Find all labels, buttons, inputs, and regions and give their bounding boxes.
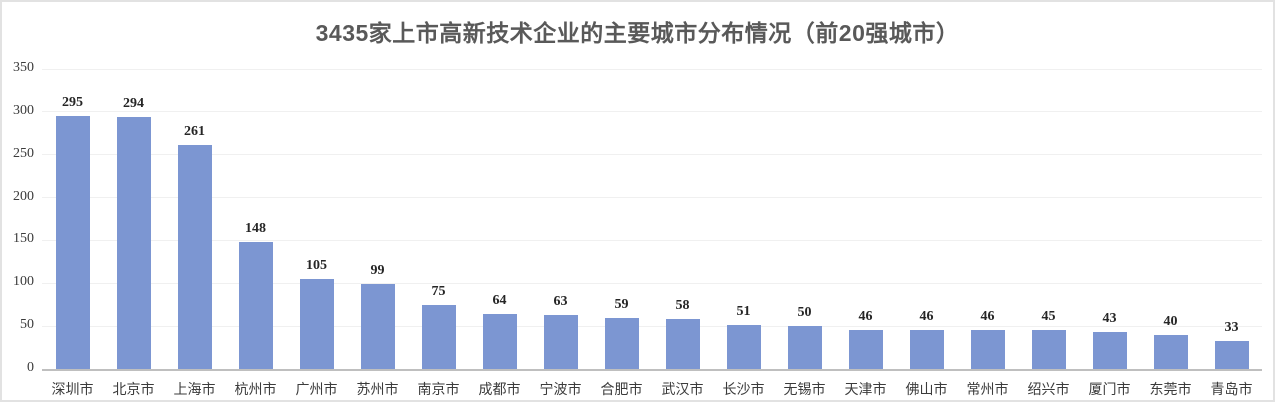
data-label: 46 xyxy=(919,309,934,324)
data-label: 295 xyxy=(62,95,83,110)
plot-area: 295 深圳市 294 北京市 261 上海市 148 杭州市 105 广州市 99 苏州市 75 南京市… xyxy=(42,68,1262,398)
y-axis-tick-label: 200 xyxy=(13,188,34,204)
bar-成都市 xyxy=(482,314,517,369)
x-axis-category-label: 合肥市 xyxy=(600,383,643,398)
data-label: 261 xyxy=(184,124,205,139)
bar-宁波市 xyxy=(543,315,578,369)
bar-苏州市 xyxy=(360,284,395,369)
gridline xyxy=(42,197,1262,199)
gridline xyxy=(42,282,1262,284)
gridline xyxy=(42,239,1262,241)
y-axis-tick-label: 250 xyxy=(13,145,34,161)
bar-武汉市 xyxy=(665,319,700,369)
data-label: 105 xyxy=(306,258,327,273)
data-label: 59 xyxy=(614,297,629,312)
data-label: 64 xyxy=(492,293,507,308)
bar-青岛市 xyxy=(1214,341,1249,369)
bar-绍兴市 xyxy=(1031,330,1066,369)
gridline xyxy=(42,154,1262,156)
y-axis-tick-label: 150 xyxy=(13,231,34,247)
data-label: 75 xyxy=(431,284,446,299)
x-axis-category-label: 上海市 xyxy=(173,383,216,398)
x-axis-category-label: 杭州市 xyxy=(234,383,277,398)
x-axis-category-label: 苏州市 xyxy=(356,383,399,398)
y-axis-tick-label: 100 xyxy=(13,274,34,290)
y-axis-tick-label: 350 xyxy=(13,60,34,75)
bar-常州市 xyxy=(970,330,1005,369)
data-label: 40 xyxy=(1163,314,1178,329)
chart-title: 3435家上市高新技术企业的主要城市分布情况（前20强城市） xyxy=(315,20,960,46)
x-axis-category-label: 无锡市 xyxy=(783,383,826,398)
data-label: 43 xyxy=(1102,311,1117,326)
x-axis-category-label: 绍兴市 xyxy=(1027,383,1070,398)
bar-北京市 xyxy=(116,117,151,369)
x-axis-category-label: 宁波市 xyxy=(539,383,582,398)
x-axis-category-label: 青岛市 xyxy=(1210,383,1253,398)
x-axis-category-label: 南京市 xyxy=(417,383,460,398)
bar-广州市 xyxy=(299,279,334,369)
bar-深圳市 xyxy=(55,116,90,369)
y-axis-tick-label: 50 xyxy=(20,317,34,333)
bar-杭州市 xyxy=(238,242,273,369)
x-axis-category-label: 广州市 xyxy=(295,383,338,398)
bar-上海市 xyxy=(177,145,212,369)
x-axis-category-label: 常州市 xyxy=(966,383,1009,398)
data-label: 148 xyxy=(245,221,266,236)
y-axis-tick-label: 300 xyxy=(13,102,34,118)
bar-长沙市 xyxy=(726,325,761,369)
data-label: 58 xyxy=(675,298,690,313)
x-axis-category-label: 深圳市 xyxy=(51,383,94,398)
gridline xyxy=(42,68,1262,70)
data-label: 46 xyxy=(980,309,995,324)
data-label: 51 xyxy=(736,304,751,319)
bar-南京市 xyxy=(421,305,456,369)
y-axis-tick-label: 0 xyxy=(27,360,34,375)
gridline xyxy=(42,325,1262,327)
data-label: 50 xyxy=(797,305,812,320)
bar-东莞市 xyxy=(1153,335,1188,369)
x-axis-category-label: 长沙市 xyxy=(722,383,765,398)
data-label: 63 xyxy=(553,294,568,309)
data-label: 45 xyxy=(1041,309,1056,324)
bar-天津市 xyxy=(848,330,883,369)
gridline xyxy=(42,111,1262,113)
bar-合肥市 xyxy=(604,318,639,369)
x-axis-category-label: 武汉市 xyxy=(661,383,704,398)
data-label: 46 xyxy=(858,309,873,324)
x-axis-category-label: 天津市 xyxy=(844,383,887,398)
data-label: 99 xyxy=(370,263,385,278)
bar-厦门市 xyxy=(1092,332,1127,369)
bar-无锡市 xyxy=(787,326,822,369)
x-axis-category-label: 厦门市 xyxy=(1088,383,1131,398)
x-axis-category-label: 东莞市 xyxy=(1149,383,1192,398)
x-axis-category-label: 成都市 xyxy=(478,383,521,398)
x-axis-category-label: 北京市 xyxy=(112,383,155,398)
x-axis-category-label: 佛山市 xyxy=(905,383,948,398)
data-label: 33 xyxy=(1224,320,1239,335)
bar-佛山市 xyxy=(909,330,944,369)
data-label: 294 xyxy=(123,96,144,111)
